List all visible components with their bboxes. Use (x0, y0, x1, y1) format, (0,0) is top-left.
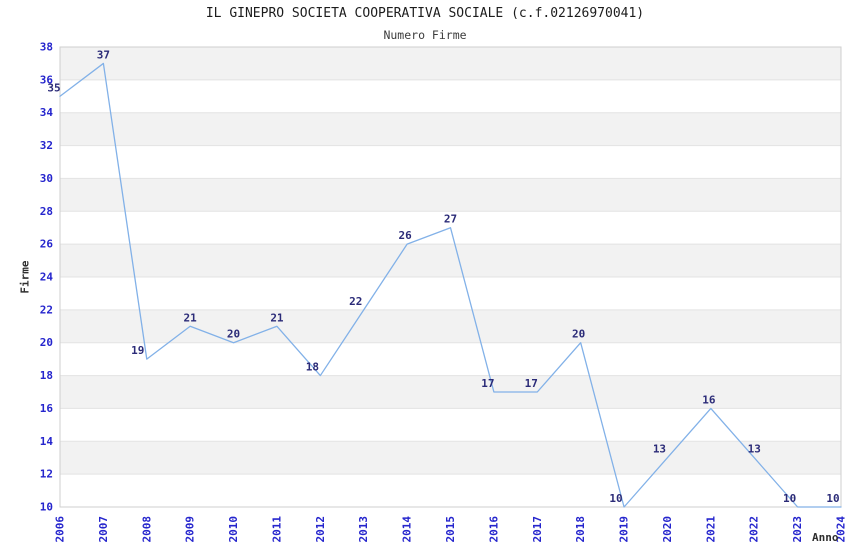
x-tick-label: 2016 (487, 516, 500, 543)
x-tick-label: 2019 (618, 516, 631, 543)
y-tick-label: 28 (40, 205, 53, 218)
y-tick-label: 36 (40, 73, 54, 86)
x-tick-label: 2018 (574, 516, 587, 543)
y-tick-label: 30 (40, 172, 53, 185)
point-label: 20 (227, 328, 240, 341)
point-label: 22 (349, 295, 362, 308)
point-label: 10 (609, 492, 622, 505)
x-tick-label: 2008 (140, 516, 153, 543)
point-label: 17 (481, 377, 494, 390)
point-label: 10 (783, 492, 796, 505)
x-axis-title: Anno (812, 531, 839, 544)
x-tick-label: 2020 (661, 516, 674, 543)
chart-title: IL GINEPRO SOCIETA COOPERATIVA SOCIALE (… (205, 6, 645, 21)
x-tick-label: 2022 (748, 516, 761, 543)
y-tick-label: 26 (40, 238, 54, 251)
plot-band (60, 441, 841, 475)
y-tick-label: 34 (40, 106, 54, 119)
y-tick-label: 32 (40, 139, 53, 152)
data-series-line (59, 62, 842, 508)
y-tick-label: 22 (40, 303, 53, 316)
x-tick-label: 2011 (270, 516, 283, 543)
y-tick-label: 18 (40, 369, 53, 382)
x-tick-label: 2024 (835, 516, 848, 543)
point-label: 26 (398, 229, 412, 242)
x-tick-label: 2010 (227, 516, 240, 543)
x-tick-label: 2012 (314, 516, 327, 543)
point-label: 21 (270, 311, 284, 324)
x-tick-label: 2021 (704, 516, 717, 543)
point-label: 18 (306, 361, 319, 374)
point-label: 27 (444, 213, 457, 226)
point-label: 21 (184, 311, 198, 324)
point-label: 19 (131, 344, 144, 357)
point-label: 35 (47, 81, 60, 94)
point-label: 20 (572, 328, 585, 341)
x-tick-label: 2013 (357, 516, 370, 543)
y-tick-label: 38 (40, 41, 53, 54)
x-tick-label: 2006 (54, 516, 67, 543)
point-label: 37 (97, 48, 110, 61)
point-label: 10 (826, 492, 839, 505)
point-label: 16 (702, 393, 716, 406)
x-tick-label: 2017 (531, 516, 544, 543)
plot-band (60, 244, 841, 277)
x-tick-label: 2009 (184, 516, 197, 543)
x-tick-label: 2023 (791, 516, 804, 543)
y-tick-label: 12 (40, 468, 53, 481)
plot-band (60, 47, 841, 80)
chart-subtitle: Numero Firme (383, 28, 467, 42)
point-label: 17 (525, 377, 538, 390)
x-tick-label: 2015 (444, 516, 457, 543)
plot-band (60, 309, 841, 343)
point-label: 13 (653, 443, 666, 456)
plot-border (59, 46, 842, 508)
y-tick-label: 24 (40, 271, 54, 284)
plot-band (60, 375, 841, 409)
plot-band (60, 178, 841, 212)
y-tick-label: 16 (40, 402, 54, 415)
x-tick-label: 2007 (97, 516, 110, 543)
point-label: 13 (748, 443, 761, 456)
y-tick-label: 20 (40, 336, 53, 349)
y-tick-label: 14 (40, 435, 54, 448)
y-tick-label: 10 (40, 501, 53, 514)
x-tick-label: 2014 (401, 516, 414, 543)
plot-band (60, 112, 841, 146)
